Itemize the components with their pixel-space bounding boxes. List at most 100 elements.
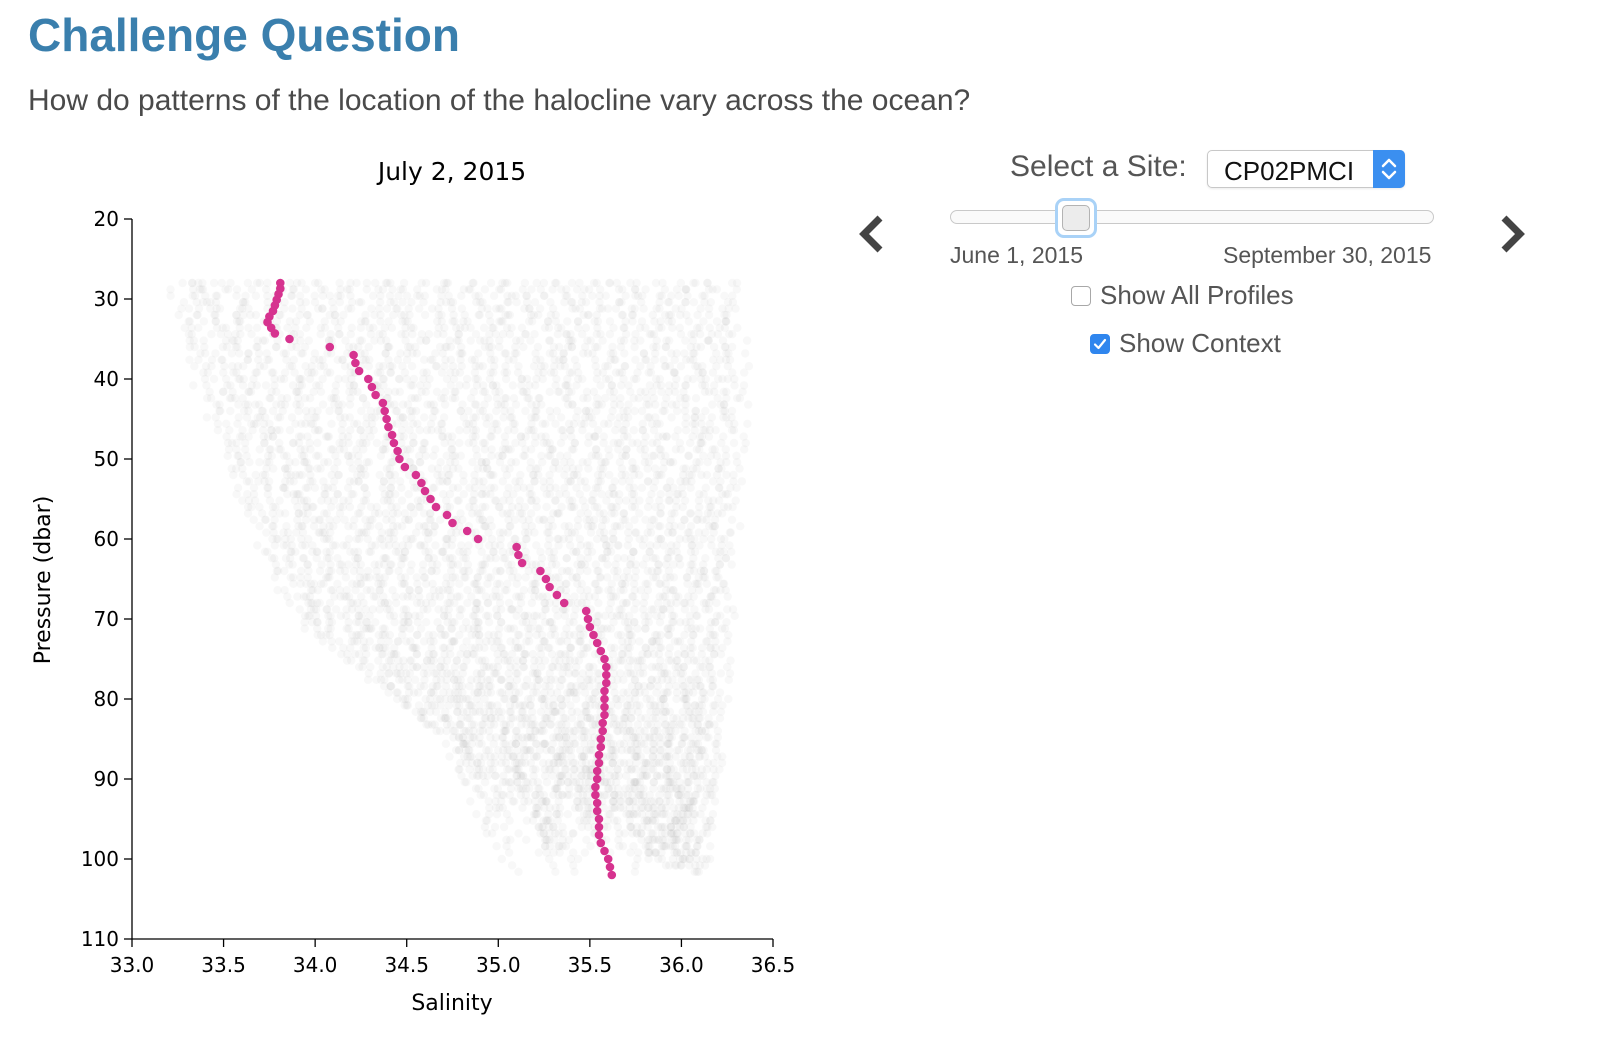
context-point xyxy=(343,432,353,441)
context-point xyxy=(468,432,477,441)
context-point xyxy=(356,426,365,435)
context-point xyxy=(492,592,501,601)
context-point xyxy=(320,458,329,467)
context-point xyxy=(391,387,400,396)
context-point xyxy=(426,707,435,716)
context-point xyxy=(424,554,433,563)
context-point xyxy=(306,470,315,480)
context-point xyxy=(485,470,495,480)
context-point xyxy=(457,349,466,358)
context-point xyxy=(532,502,541,512)
context-point xyxy=(421,451,430,460)
context-point xyxy=(342,656,352,665)
context-point xyxy=(346,598,355,608)
context-point xyxy=(547,746,556,755)
context-point xyxy=(174,310,183,320)
context-point xyxy=(358,394,368,403)
context-point xyxy=(386,682,395,691)
context-point xyxy=(366,330,376,339)
context-point xyxy=(555,656,564,665)
context-point xyxy=(566,426,576,435)
context-point xyxy=(438,477,447,486)
context-point xyxy=(478,406,488,416)
context-point xyxy=(426,355,435,364)
context-point xyxy=(338,355,347,364)
context-point xyxy=(634,790,643,800)
context-point xyxy=(638,765,648,774)
context-point xyxy=(212,323,222,332)
context-point xyxy=(427,598,437,608)
context-point xyxy=(381,445,390,454)
context-point xyxy=(227,394,236,403)
context-point xyxy=(419,637,429,646)
context-point xyxy=(526,310,536,320)
context-point xyxy=(349,566,359,576)
context-point xyxy=(520,502,529,512)
context-point xyxy=(303,560,312,569)
context-point xyxy=(247,330,256,339)
context-point xyxy=(297,534,306,544)
context-point xyxy=(624,528,633,537)
context-point xyxy=(562,291,572,300)
context-point xyxy=(585,515,594,524)
context-point xyxy=(370,336,379,345)
context-point xyxy=(334,470,343,480)
context-point xyxy=(564,835,574,844)
context-point xyxy=(356,464,365,473)
context-point xyxy=(194,304,204,313)
context-point xyxy=(374,656,383,665)
context-point xyxy=(323,483,333,492)
context-point xyxy=(260,438,269,448)
context-point xyxy=(557,566,567,576)
context-point xyxy=(551,867,560,876)
context-point xyxy=(427,464,437,473)
context-point xyxy=(473,374,482,384)
context-point xyxy=(580,797,589,806)
context-point xyxy=(648,714,657,723)
context-point xyxy=(453,560,463,569)
context-point xyxy=(581,406,591,416)
context-point xyxy=(294,432,304,441)
context-point xyxy=(494,637,503,646)
context-point xyxy=(353,637,362,646)
context-point xyxy=(440,714,449,723)
context-point xyxy=(336,291,345,300)
context-point xyxy=(342,592,351,601)
context-point xyxy=(565,618,574,627)
context-point xyxy=(451,368,460,377)
context-point xyxy=(251,368,260,377)
context-point xyxy=(630,336,639,345)
context-point xyxy=(494,656,503,665)
context-point xyxy=(519,746,529,755)
context-point xyxy=(618,477,627,486)
context-point xyxy=(533,464,543,473)
context-point xyxy=(559,349,568,358)
context-point xyxy=(638,291,647,300)
context-point xyxy=(549,861,558,870)
context-point xyxy=(301,362,310,371)
context-point xyxy=(618,656,627,665)
context-point xyxy=(487,829,497,838)
context-point xyxy=(565,739,574,748)
context-point xyxy=(586,336,595,345)
context-point xyxy=(516,790,526,800)
context-point xyxy=(485,330,494,339)
context-point xyxy=(419,662,429,672)
context-point xyxy=(416,336,425,345)
context-point xyxy=(582,771,591,780)
context-point xyxy=(615,829,624,838)
context-point xyxy=(448,362,458,371)
context-point xyxy=(199,317,209,326)
context-point xyxy=(355,464,365,473)
context-point xyxy=(552,707,561,716)
context-point xyxy=(515,509,525,518)
context-point xyxy=(506,624,515,633)
context-point xyxy=(609,618,618,627)
context-point xyxy=(489,470,498,480)
context-point xyxy=(347,656,356,665)
context-point xyxy=(615,797,624,806)
context-point xyxy=(524,317,534,326)
context-point xyxy=(322,554,332,563)
context-point xyxy=(642,816,652,825)
context-point xyxy=(255,445,264,454)
